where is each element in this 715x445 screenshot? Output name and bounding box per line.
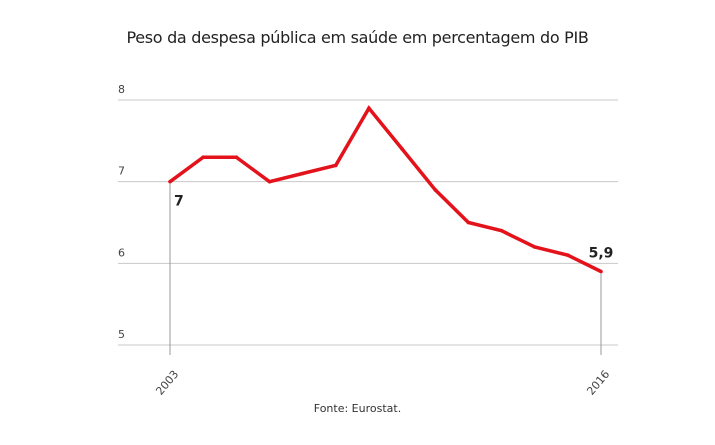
label-layer: 75,9 xyxy=(174,194,613,262)
data-point xyxy=(433,188,438,192)
data-point xyxy=(168,179,172,184)
grid-layer xyxy=(118,99,618,355)
data-label: 5,9 xyxy=(589,246,614,262)
data-point xyxy=(499,228,504,233)
data-point xyxy=(367,106,371,110)
data-point xyxy=(267,179,272,184)
y-tick-label: 7 xyxy=(118,165,125,178)
data-label: 7 xyxy=(174,194,184,210)
data-point xyxy=(234,155,239,159)
x-tick-label: 2003 xyxy=(153,368,181,398)
data-point xyxy=(532,245,537,249)
data-point xyxy=(599,269,603,274)
y-tick-label: 6 xyxy=(118,246,125,259)
y-tick-label: 8 xyxy=(118,83,125,96)
data-point xyxy=(300,171,305,176)
source-note: Fonte: Eurostat. xyxy=(313,402,402,415)
data-point xyxy=(400,147,404,151)
x-tick-label: 2016 xyxy=(584,368,612,398)
data-point xyxy=(466,220,471,225)
chart-title: Peso da despesa pública em saúde em perc… xyxy=(126,28,589,47)
y-tick-label: 5 xyxy=(118,328,125,341)
axis-layer: 5 6 7 8 2003 2016 xyxy=(118,83,612,398)
data-point xyxy=(566,253,570,257)
series-line xyxy=(168,105,602,274)
series-layer xyxy=(168,105,603,274)
data-point xyxy=(201,155,205,159)
data-point xyxy=(333,163,338,168)
